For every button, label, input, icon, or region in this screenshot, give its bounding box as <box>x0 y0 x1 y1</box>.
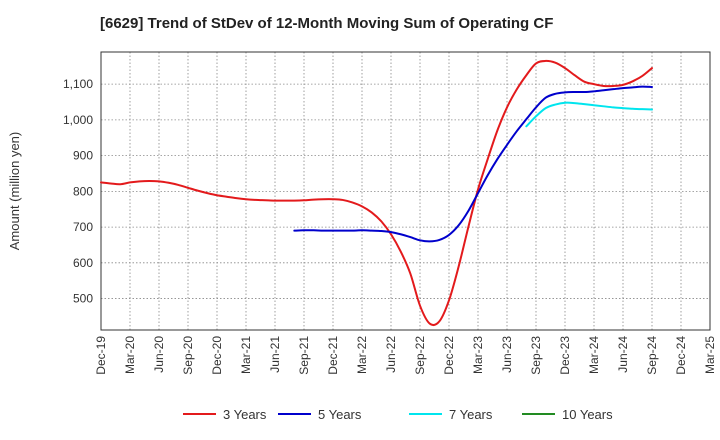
y-tick-label: 1,100 <box>63 77 93 91</box>
y-tick-labels: 500 600 700 800 900 1,000 1,100 <box>63 77 93 305</box>
plot-border <box>100 51 711 331</box>
x-tick-label: Sep-21 <box>297 336 311 375</box>
x-tick-label: Dec-19 <box>94 336 108 375</box>
y-tick-label: 500 <box>73 292 93 306</box>
y-axis-label: Amount (million yen) <box>7 132 22 251</box>
x-tick-label: Jun-21 <box>268 336 282 373</box>
x-tick-label: Dec-23 <box>558 336 572 375</box>
chart-title: [6629] Trend of StDev of 12-Month Moving… <box>100 15 553 32</box>
series-lines <box>100 59 653 327</box>
legend-label-7-years: 7 Years <box>449 407 493 422</box>
x-tick-labels: Dec-19 Mar-20 Jun-20 Sep-20 Dec-20 Mar-21 Jun-… <box>94 336 717 375</box>
y-tick-label: 600 <box>73 256 93 270</box>
y-tick-label: 800 <box>73 184 93 198</box>
x-tick-label: Mar-21 <box>239 336 253 374</box>
legend-label-5-years: 5 Years <box>318 407 362 422</box>
series-line-5-years <box>293 85 653 243</box>
x-tick-label: Mar-22 <box>355 336 369 374</box>
x-tick-label: Sep-23 <box>529 336 543 375</box>
x-tick-label: Mar-25 <box>703 336 717 374</box>
x-tick-label: Mar-24 <box>587 336 601 374</box>
x-tick-label: Jun-22 <box>384 336 398 373</box>
x-tick-label: Dec-22 <box>442 336 456 375</box>
grid-lines <box>101 52 710 330</box>
legend-label-10-years: 10 Years <box>562 407 613 422</box>
x-tick-label: Dec-24 <box>674 336 688 375</box>
series-line-7-years <box>525 101 653 128</box>
x-tick-label: Sep-22 <box>413 336 427 375</box>
x-tick-label: Mar-20 <box>123 336 137 374</box>
legend-label-3-years: 3 Years <box>223 407 267 422</box>
x-tick-label: Dec-20 <box>210 336 224 375</box>
x-tick-label: Mar-23 <box>471 336 485 374</box>
y-tick-label: 1,000 <box>63 113 93 127</box>
x-tick-label: Jun-20 <box>152 336 166 373</box>
y-tick-label: 700 <box>73 220 93 234</box>
y-tick-label: 900 <box>73 149 93 163</box>
x-tick-label: Dec-21 <box>326 336 340 375</box>
x-tick-label: Jun-23 <box>500 336 514 373</box>
series-line-3-years <box>100 59 653 327</box>
x-tick-label: Jun-24 <box>616 336 630 373</box>
x-tick-label: Sep-20 <box>181 336 195 375</box>
x-tick-label: Sep-24 <box>645 336 659 375</box>
legend: 3 Years 5 Years 7 Years 10 Years <box>183 407 613 422</box>
